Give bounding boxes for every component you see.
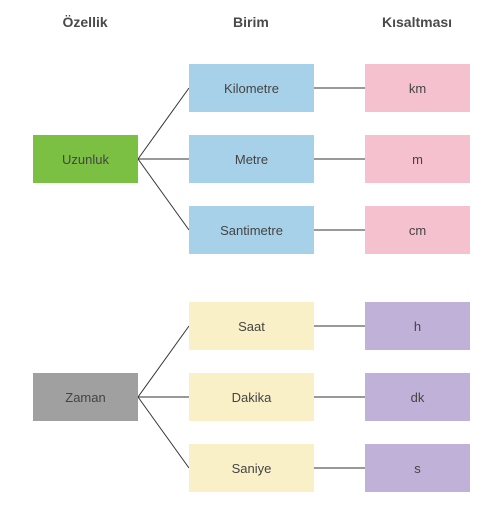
abbr-box-1-2: s	[365, 444, 470, 492]
property-box-0: Uzunluk	[33, 135, 138, 183]
header-kisaltma: Kısaltması	[382, 14, 452, 30]
header-birim: Birim	[233, 14, 269, 30]
unit-box-1-0: Saat	[189, 302, 314, 350]
unit-box-1-1: Dakika	[189, 373, 314, 421]
abbr-box-1-0: h	[365, 302, 470, 350]
unit-box-0-2: Santimetre	[189, 206, 314, 254]
abbr-box-0-2: cm	[365, 206, 470, 254]
unit-box-1-2: Saniye	[189, 444, 314, 492]
property-box-1: Zaman	[33, 373, 138, 421]
unit-box-0-0: Kilometre	[189, 64, 314, 112]
abbr-box-0-1: m	[365, 135, 470, 183]
header-ozellik: Özellik	[63, 14, 108, 30]
diagram-stage: Özellik Birim Kısaltması Uzunluk Kilometr…	[0, 0, 502, 511]
unit-box-0-1: Metre	[189, 135, 314, 183]
abbr-box-1-1: dk	[365, 373, 470, 421]
abbr-box-0-0: km	[365, 64, 470, 112]
